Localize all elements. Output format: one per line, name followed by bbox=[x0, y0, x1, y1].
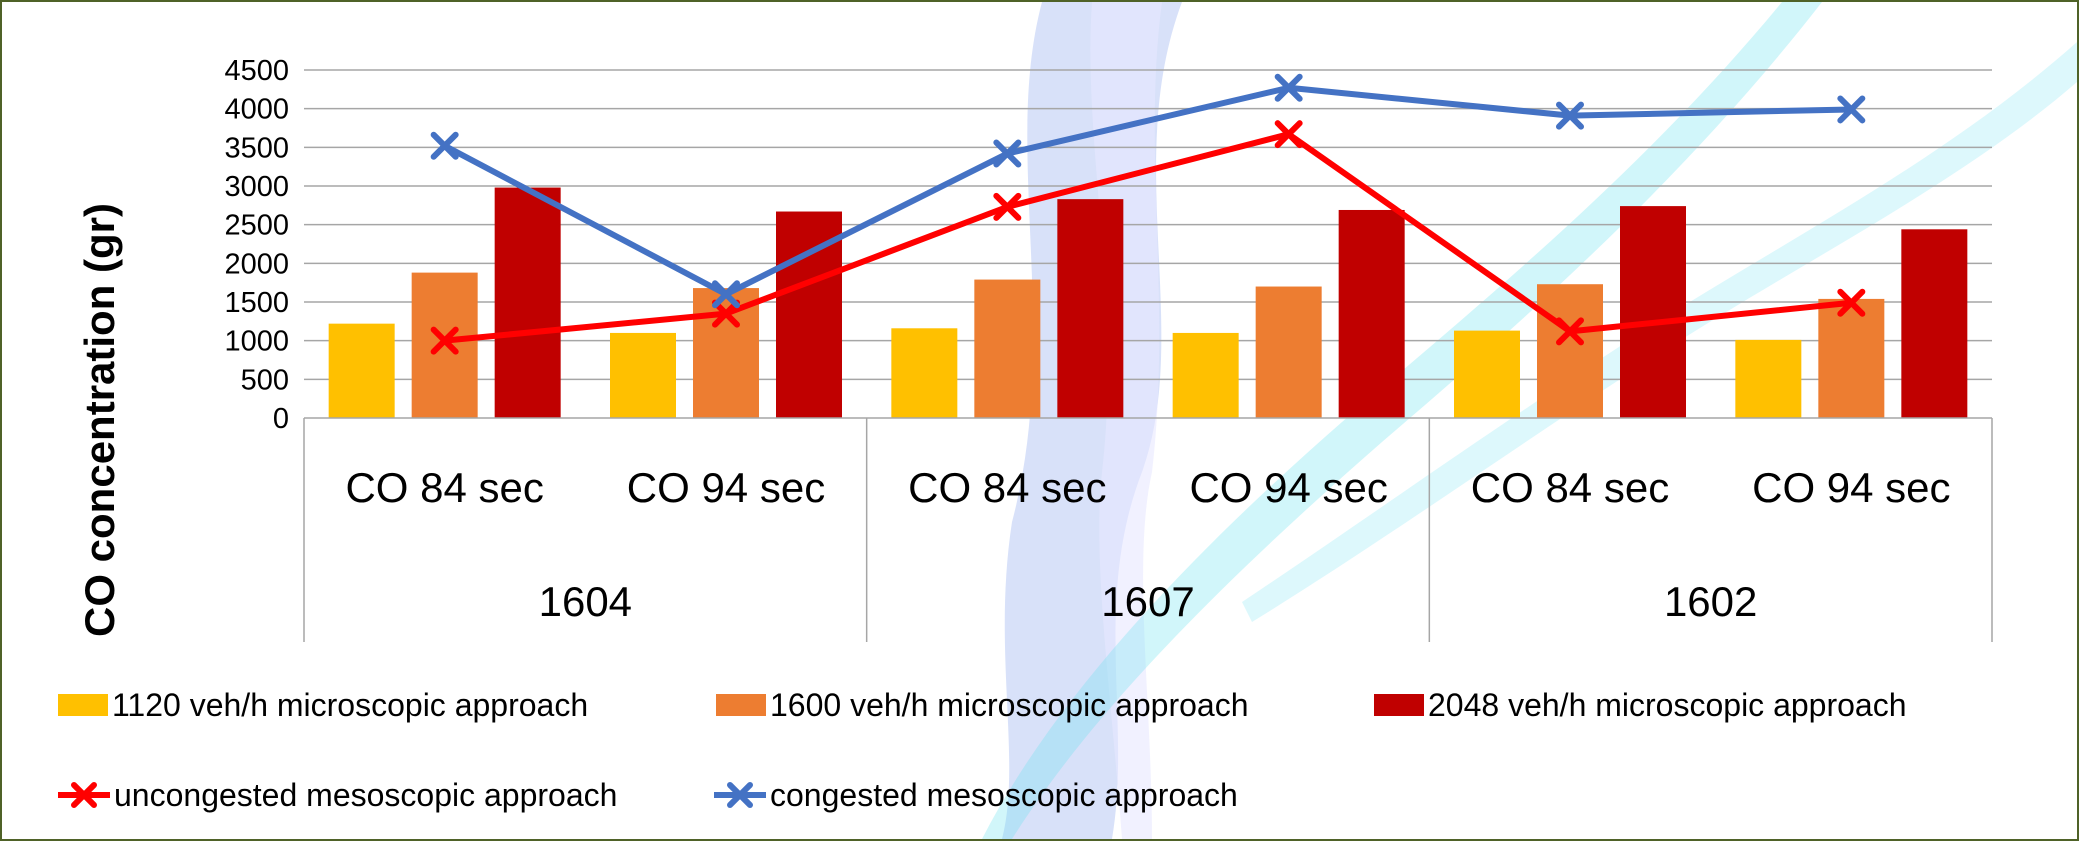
legend-label: 1120 veh/h microscopic approach bbox=[112, 687, 588, 723]
bar-1600-5 bbox=[1818, 298, 1885, 418]
line-point-1-0 bbox=[430, 131, 459, 160]
bar-2048-2 bbox=[1057, 199, 1124, 418]
y-tick-label: 500 bbox=[241, 364, 289, 396]
bar-1600-4 bbox=[1537, 284, 1603, 418]
bar-1600-0 bbox=[411, 272, 478, 418]
y-tick-label: 4000 bbox=[224, 94, 289, 126]
line-point-1-1 bbox=[712, 280, 740, 309]
gridlines bbox=[304, 69, 1992, 381]
legend-item-bar-1: 1600 veh/h microscopic approach bbox=[716, 687, 1249, 723]
line-point-1-3 bbox=[1274, 73, 1303, 102]
y-tick-label: 3500 bbox=[224, 132, 289, 164]
y-tick-label: 0 bbox=[273, 403, 289, 435]
line-point-1-5 bbox=[1837, 95, 1866, 124]
line-point-0-0 bbox=[430, 326, 459, 355]
line-point-1-2 bbox=[993, 139, 1022, 168]
legend: 1120 veh/h microscopic approach 1600 veh/… bbox=[58, 687, 1907, 813]
y-tick-label: 1500 bbox=[224, 287, 289, 319]
bar-1120-0 bbox=[328, 323, 395, 418]
line-point-0-5 bbox=[1837, 288, 1866, 317]
bars bbox=[328, 187, 1968, 418]
line-point-0-2 bbox=[993, 192, 1022, 221]
y-tick-labels: 0 500 1000 1500 2000 2500 3000 3500 4000 4500 bbox=[224, 55, 289, 435]
y-tick-label: 2500 bbox=[224, 210, 289, 242]
watermark-streak-cyan bbox=[982, 2, 1822, 839]
line-point-0-4 bbox=[1556, 317, 1584, 346]
x-category-labels: CO 84 sec CO 94 sec CO 84 sec CO 94 sec CO 8… bbox=[345, 464, 1950, 625]
bar-2048-1 bbox=[776, 211, 842, 418]
line-point-0-3 bbox=[1274, 120, 1303, 149]
x-category-label: CO 84 sec bbox=[908, 464, 1106, 511]
y-tick-label: 4500 bbox=[224, 55, 289, 87]
lines bbox=[430, 73, 1866, 355]
line-point-0-1 bbox=[712, 299, 740, 328]
y-axis-label: CO concentration (gr) bbox=[76, 203, 123, 637]
axes bbox=[303, 417, 1993, 642]
bar-1600-2 bbox=[974, 279, 1041, 418]
x-category-label: CO 84 sec bbox=[345, 464, 543, 511]
bar-1120-5 bbox=[1735, 339, 1802, 418]
y-tick-label: 3000 bbox=[224, 171, 289, 203]
bar-1120-2 bbox=[891, 328, 958, 418]
x-category-label: CO 94 sec bbox=[1752, 464, 1950, 511]
legend-swatch bbox=[58, 694, 108, 716]
x-group-label: 1607 bbox=[1101, 578, 1194, 625]
line-series-1 bbox=[443, 84, 1852, 298]
x-category-label: CO 84 sec bbox=[1471, 464, 1669, 511]
legend-label: congested mesoscopic approach bbox=[770, 777, 1238, 813]
legend-swatch bbox=[1374, 694, 1424, 716]
y-tick-label: 2000 bbox=[224, 248, 289, 280]
legend-swatch bbox=[716, 694, 766, 716]
bar-2048-0 bbox=[494, 187, 561, 418]
bar-2048-4 bbox=[1620, 206, 1686, 418]
x-group-label: 1604 bbox=[539, 578, 632, 625]
bar-2048-3 bbox=[1338, 209, 1405, 418]
y-tick-label: 1000 bbox=[224, 326, 289, 358]
bar-1120-3 bbox=[1172, 332, 1239, 418]
legend-label: 1600 veh/h microscopic approach bbox=[770, 687, 1249, 723]
bar-1120-4 bbox=[1454, 330, 1520, 418]
legend-label: 2048 veh/h microscopic approach bbox=[1428, 687, 1907, 723]
bar-1600-3 bbox=[1255, 286, 1322, 418]
legend-item-bar-2: 2048 veh/h microscopic approach bbox=[1374, 687, 1907, 723]
bar-2048-5 bbox=[1901, 229, 1968, 418]
x-group-label: 1602 bbox=[1664, 578, 1757, 625]
legend-label: uncongested mesoscopic approach bbox=[114, 777, 617, 813]
line-series-0 bbox=[444, 131, 1852, 344]
bar-1120-1 bbox=[610, 332, 676, 418]
legend-item-bar-0: 1120 veh/h microscopic approach bbox=[58, 687, 588, 723]
legend-item-line-1: congested mesoscopic approach bbox=[714, 777, 1238, 813]
legend-item-line-0: uncongested mesoscopic approach bbox=[58, 777, 617, 813]
x-category-label: CO 94 sec bbox=[1189, 464, 1387, 511]
x-category-label: CO 94 sec bbox=[627, 464, 825, 511]
line-point-1-4 bbox=[1556, 101, 1584, 130]
